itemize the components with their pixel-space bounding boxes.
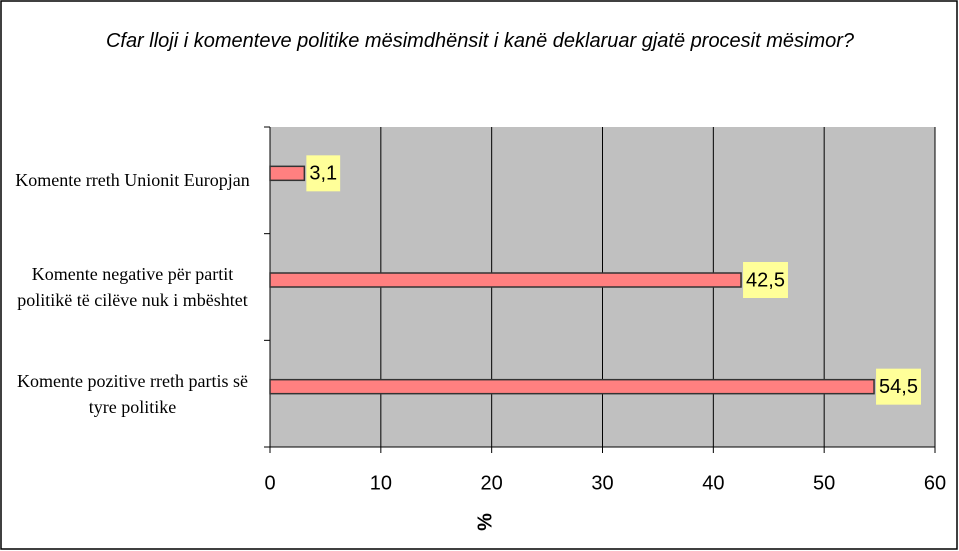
y-tick-label: Komente rreth Unionit Europjan	[15, 170, 250, 191]
category-box: Komente negative për partit politikë të …	[17, 263, 248, 310]
value-label-bg	[306, 155, 341, 192]
value-label: 42,5	[746, 269, 785, 291]
chart-title: Cfar lloji i komenteve politike mësimdhë…	[105, 30, 855, 52]
x-tick-label: 60	[924, 472, 946, 494]
bar	[269, 165, 306, 182]
value-label-bg	[743, 262, 788, 298]
bar	[269, 378, 875, 395]
value-label-bg	[876, 368, 921, 405]
category-box: Komente pozitive rreth partis së tyre po…	[17, 370, 248, 417]
value-label-group: 42,5	[743, 262, 788, 298]
value-label-group: 3,1	[306, 155, 341, 192]
value-label: 54,5	[879, 376, 918, 398]
y-tick-label: Komente pozitive rreth partis së tyre po…	[17, 370, 248, 417]
category-box: Komente rreth Unionit Europjan	[15, 170, 250, 191]
value-label-group: 54,5	[876, 368, 921, 405]
y-tick-label: Komente negative për partit politikë të …	[17, 263, 248, 310]
bar	[269, 272, 742, 288]
value-label: 3,1	[309, 163, 337, 185]
x-axis-label: %	[474, 513, 496, 531]
x-tick-label: 0	[264, 472, 275, 494]
title-box: Cfar lloji i komenteve politike mësimdhë…	[105, 30, 855, 52]
x-tick-label: 10	[370, 472, 392, 494]
x-tick-label: 30	[591, 472, 613, 494]
x-tick-label: 20	[481, 472, 503, 494]
x-tick-label: 40	[702, 472, 724, 494]
x-tick-label: 50	[813, 472, 835, 494]
